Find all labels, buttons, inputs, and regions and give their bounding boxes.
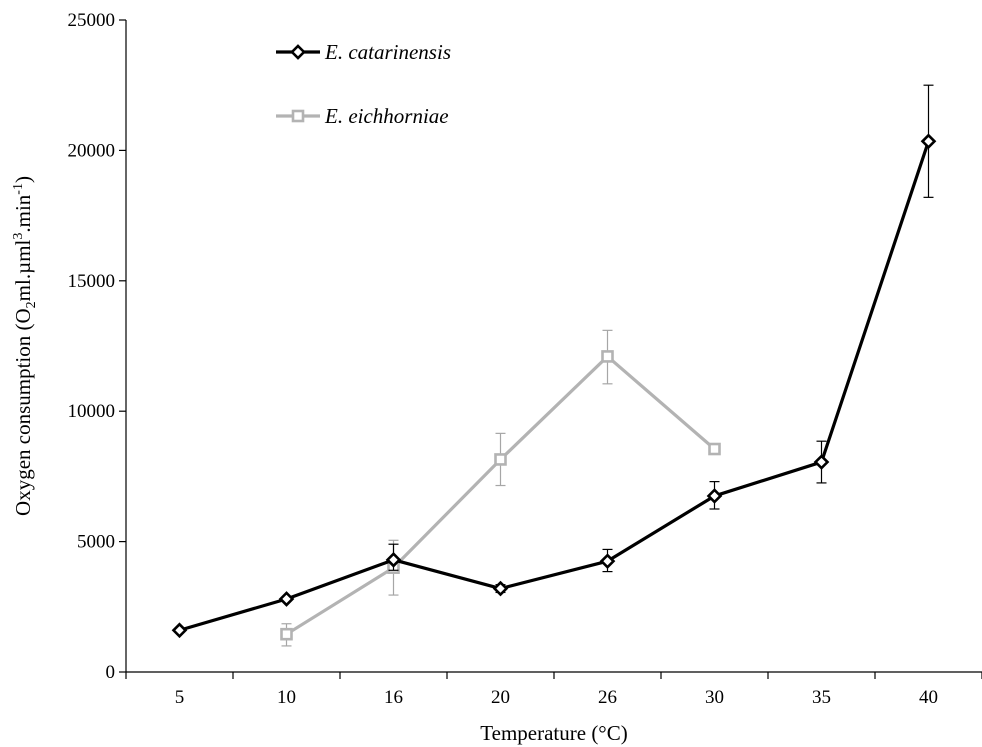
- series-eichhorniae: [280, 329, 721, 647]
- legend-label: E. catarinensis: [324, 40, 451, 64]
- axes: 0 5000 10000 15000 20000 25000 5 10 16 20 26 30 35 4…: [68, 10, 982, 708]
- y-ticks: 0 5000 10000 15000 20000 25000: [68, 10, 126, 683]
- data-point: [171, 622, 188, 639]
- data-point: [708, 442, 721, 456]
- x-tick-label: 40: [919, 687, 938, 708]
- y-tick-label: 15000: [68, 271, 116, 292]
- x-tick-label: 35: [812, 687, 831, 708]
- y-title-end: ): [11, 176, 35, 183]
- data-point: [601, 350, 614, 363]
- x-ticks: 5 10 16 20 26 30 35 40: [125, 672, 982, 708]
- y-tick-label: 20000: [68, 140, 116, 161]
- series-line: [179, 140, 931, 632]
- y-title-main: Oxygen consumption (O: [11, 308, 35, 516]
- x-tick-label: 16: [384, 687, 403, 708]
- x-tick-label: 5: [175, 687, 185, 708]
- data-point: [278, 591, 295, 607]
- legend: E. catarinensis E. eichhorniae: [276, 40, 451, 128]
- x-axis-title: Temperature (°C): [480, 721, 627, 745]
- legend-label: E. eichhorniae: [324, 104, 449, 128]
- data-point: [280, 627, 293, 641]
- data-point: [599, 553, 616, 569]
- data-point: [813, 454, 830, 470]
- y-title-mid: ml.µml: [11, 239, 35, 301]
- data-point: [706, 488, 723, 504]
- legend-marker: [291, 109, 305, 123]
- data-point: [385, 552, 402, 568]
- y-tick-label: 10000: [68, 401, 116, 422]
- series-layer: [171, 84, 937, 647]
- y-tick-label: 25000: [68, 10, 116, 31]
- x-tick-label: 10: [277, 687, 296, 708]
- x-tick-label: 20: [491, 687, 510, 708]
- y-tick-label: 0: [106, 662, 116, 683]
- y-title-sub: 2: [24, 301, 39, 308]
- legend-marker: [290, 44, 306, 60]
- series-catarinensis: [171, 84, 937, 639]
- y-title-sup2: -1: [11, 183, 26, 195]
- y-axis-title: Oxygen consumption (O2ml.µml3.min-1): [11, 176, 39, 516]
- x-tick-label: 26: [598, 687, 617, 708]
- y-title-sup1: 3: [11, 233, 26, 240]
- y-tick-label: 5000: [77, 532, 115, 553]
- x-tick-label: 30: [705, 687, 724, 708]
- y-title-mid2: .min: [11, 194, 35, 232]
- data-point: [494, 453, 507, 466]
- data-point: [492, 580, 509, 597]
- data-point: [920, 133, 937, 150]
